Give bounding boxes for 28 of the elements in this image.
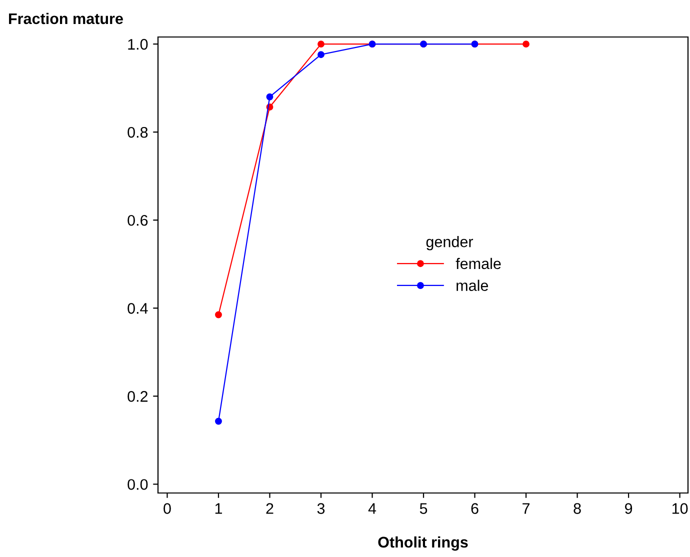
point [266, 93, 274, 100]
y-tick-label: 0.8 [128, 126, 148, 138]
x-tick-label: 9 [625, 503, 632, 514]
x-tick-label: 7 [522, 503, 530, 514]
y-tick-label: 1.0 [128, 38, 148, 50]
legend-title: gender [426, 236, 474, 250]
legend-label: male [456, 280, 488, 291]
x-tick-label: 0 [164, 503, 171, 514]
y-tick-label: 0.4 [128, 303, 148, 314]
x-tick-label: 4 [368, 503, 376, 514]
point [522, 40, 530, 48]
point [215, 311, 222, 318]
y-axis-title: Fraction mature [9, 12, 123, 24]
x-tick-label: 10 [672, 503, 688, 514]
point [318, 40, 324, 48]
x-tick-label: 6 [471, 503, 478, 514]
legend-label: female [456, 258, 501, 270]
x-tick-label: 5 [420, 503, 428, 514]
x-axis-title: Otholit rings [378, 536, 468, 551]
point [215, 418, 222, 425]
y-tick-label: 0.2 [128, 391, 148, 402]
x-tick-label: 2 [266, 503, 274, 514]
x-tick-label: 1 [215, 503, 222, 514]
point [318, 51, 324, 58]
x-tick-label: 8 [574, 503, 581, 514]
y-tick-label: 0.0 [128, 479, 148, 490]
y-tick-label: 0.6 [128, 214, 148, 226]
x-tick-label: 3 [317, 503, 325, 514]
